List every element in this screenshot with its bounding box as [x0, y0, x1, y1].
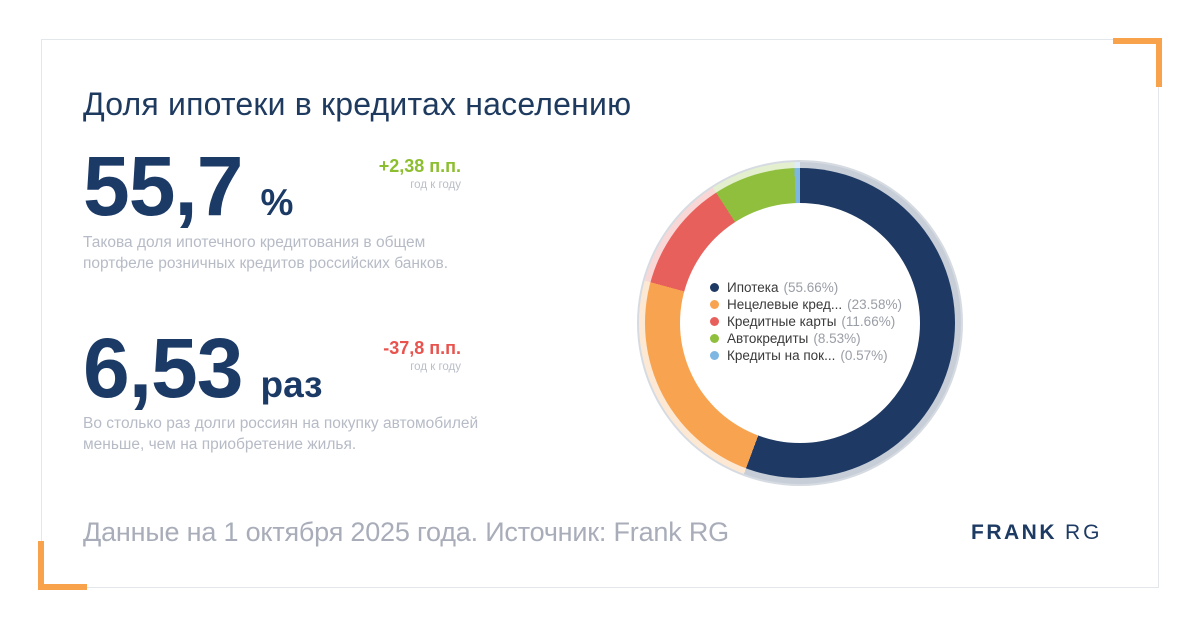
legend-dot-icon [710, 317, 719, 326]
delta-value: -37,8 п.п. [383, 338, 461, 358]
donut-chart: Ипотека (55.66%) Нецелевые кред... (23.58%)… [639, 162, 961, 484]
legend-label: Нецелевые кред... [727, 297, 843, 312]
donut-hole [680, 203, 920, 443]
delta-note: год к году [410, 361, 461, 373]
brand-logo: FRANK RG [971, 521, 1103, 545]
delta-block: -37,8 п.п. год к году [383, 338, 461, 373]
stat-unit: % [260, 182, 294, 223]
delta-value: +2,38 п.п. [378, 156, 461, 176]
legend-item: Автокредиты (8.53%) [710, 330, 902, 347]
legend-item: Нецелевые кред... (23.58%) [710, 296, 902, 313]
legend-dot-icon [710, 351, 719, 360]
legend-label: Кредитные карты [727, 314, 837, 329]
logo-rg: RG [1065, 521, 1103, 544]
legend-percent: (0.57%) [840, 348, 888, 363]
stat-row: 55,7% +2,38 п.п. год к году [83, 144, 461, 228]
legend-label: Автокредиты [727, 331, 809, 346]
stat-row: 6,53 раз -37,8 п.п. год к году [83, 326, 461, 410]
logo-frank: FRANK [971, 521, 1057, 544]
stat-value: 6,53 [83, 321, 243, 415]
legend-item: Кредиты на пок... (0.57%) [710, 347, 902, 364]
delta-note: год к году [410, 179, 461, 191]
legend-item: Ипотека (55.66%) [710, 279, 902, 296]
legend-label: Кредиты на пок... [727, 348, 836, 363]
legend-dot-icon [710, 283, 719, 292]
stat-unit: раз [260, 364, 323, 405]
footer-source: Данные на 1 октября 2025 года. Источник:… [83, 517, 729, 547]
accent-corner-bottom-left [38, 541, 87, 590]
content-card: Доля ипотеки в кредитах населению 55,7% … [41, 39, 1159, 588]
stat-block-mortgage-share: 55,7% +2,38 п.п. год к году [83, 144, 461, 228]
legend-percent: (55.66%) [783, 280, 839, 295]
legend-percent: (23.58%) [847, 297, 902, 312]
stat-block-auto-vs-housing: 6,53 раз -37,8 п.п. год к году [83, 326, 461, 410]
legend-item: Кредитные карты (11.66%) [710, 313, 902, 330]
legend-label: Ипотека [727, 280, 779, 295]
legend-percent: (11.66%) [841, 314, 896, 329]
legend-dot-icon [710, 300, 719, 309]
legend-percent: (8.53%) [813, 331, 861, 346]
stat-description: Такова доля ипотечного кредитования в об… [83, 234, 449, 272]
legend-dot-icon [710, 334, 719, 343]
accent-corner-top-right [1113, 38, 1162, 87]
stat-value: 55,7 [83, 139, 243, 233]
delta-block: +2,38 п.п. год к году [379, 156, 461, 191]
chart-legend: Ипотека (55.66%) Нецелевые кред... (23.58%)… [710, 279, 902, 364]
page-title: Доля ипотеки в кредитах населению [83, 86, 632, 122]
stat-description: Во столько раз долги россиян на покупку … [83, 415, 479, 453]
